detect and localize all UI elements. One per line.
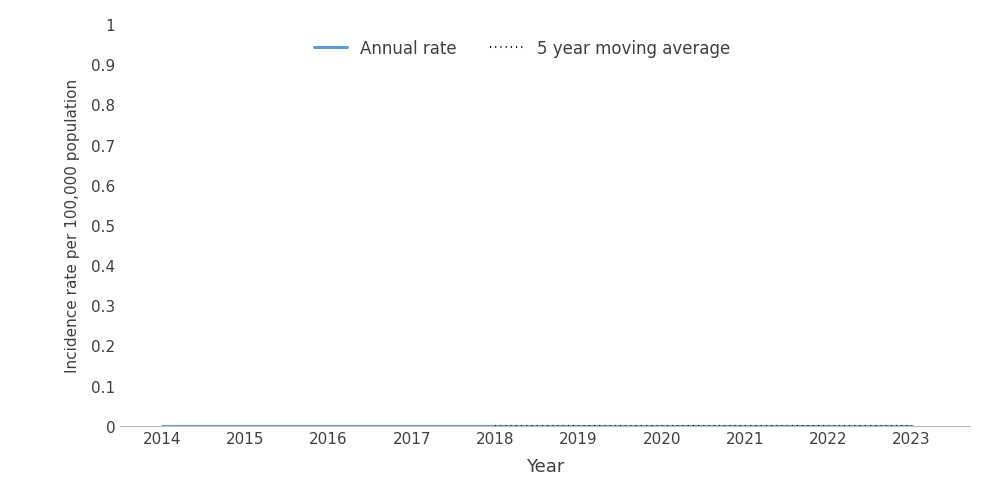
Legend: Annual rate, 5 year moving average: Annual rate, 5 year moving average	[307, 33, 737, 64]
Y-axis label: Incidence rate per 100,000 population: Incidence rate per 100,000 population	[65, 79, 80, 372]
X-axis label: Year: Year	[526, 457, 564, 475]
